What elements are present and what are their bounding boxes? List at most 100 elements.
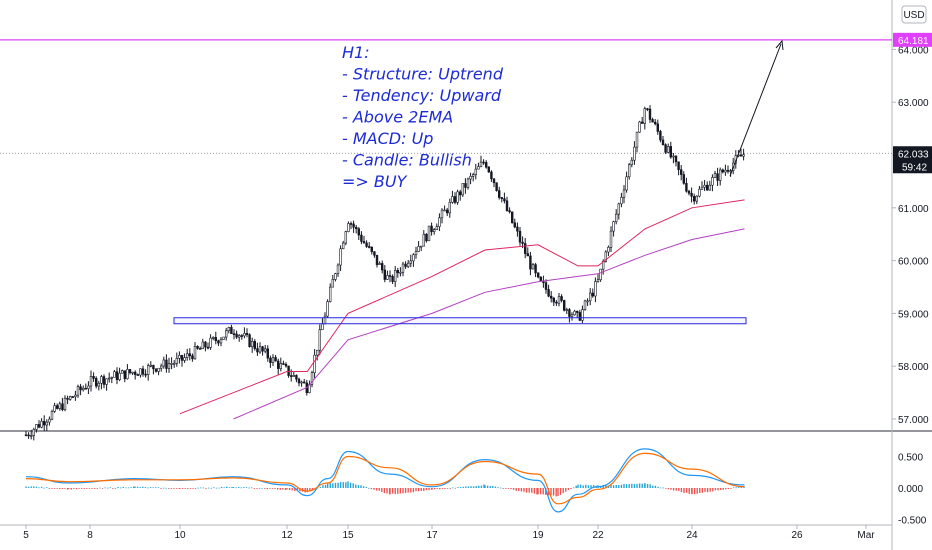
macd-histogram-bar <box>91 488 93 489</box>
macd-histogram-bar <box>520 488 523 492</box>
candle-body <box>705 184 709 191</box>
macd-histogram-bar <box>683 488 685 493</box>
macd-histogram-bar <box>662 487 664 489</box>
macd-histogram-bar <box>483 484 485 488</box>
macd-histogram-bar <box>499 487 502 489</box>
macd-histogram-bar <box>152 487 154 489</box>
candle-body <box>716 173 719 181</box>
candle-body <box>199 348 202 350</box>
macd-histogram-bar <box>235 487 237 489</box>
macd-histogram-bar <box>213 487 215 489</box>
macd-histogram-bar <box>542 488 544 495</box>
candle-body <box>578 312 582 321</box>
candle-body <box>521 241 524 244</box>
candle-body <box>193 346 197 360</box>
candle-body <box>575 310 579 313</box>
candle-body <box>378 263 381 265</box>
macd-histogram-bar <box>125 487 127 489</box>
macd-histogram-bar <box>238 486 240 488</box>
candle-body <box>383 269 386 280</box>
macd-histogram-bar <box>636 483 638 488</box>
candle-body <box>48 418 51 423</box>
macd-histogram-bar <box>646 483 649 488</box>
target-price-tag <box>893 32 932 47</box>
macd-histogram-bar <box>704 488 706 492</box>
candle-body <box>401 263 405 273</box>
macd-histogram-bar <box>423 488 425 492</box>
macd-histogram-bar <box>200 487 202 489</box>
macd-histogram-bar <box>355 484 357 488</box>
macd-histogram-bar <box>428 488 430 491</box>
macd-histogram-bar <box>144 486 147 488</box>
candle-body <box>225 330 228 338</box>
macd-histogram-bar <box>577 484 579 488</box>
macd-histogram-bar <box>282 488 284 490</box>
macd-histogram-bar <box>680 488 683 492</box>
candle-body <box>217 340 220 344</box>
candle-body <box>328 286 332 302</box>
macd-histogram-bar <box>27 486 30 488</box>
candle-body <box>97 382 101 387</box>
candle-body <box>700 186 704 190</box>
macd-histogram-bar <box>258 487 261 489</box>
candle-body <box>295 375 298 380</box>
candle-body <box>380 263 384 271</box>
candle-body <box>435 226 438 230</box>
macd-histogram-bar <box>572 487 575 489</box>
candle-body <box>105 378 108 385</box>
analysis-note-line: => BUY <box>342 172 408 191</box>
candle-body <box>474 168 477 175</box>
candle-body <box>209 337 212 348</box>
macd-histogram-bar <box>365 486 367 488</box>
candle-body <box>477 166 480 170</box>
macd-histogram-bar <box>644 483 646 488</box>
candle-body <box>206 346 210 349</box>
macd-histogram-bar <box>431 488 433 490</box>
candle-body <box>95 378 98 387</box>
macd-histogram-bar <box>284 488 287 491</box>
macd-histogram-bar <box>555 488 557 497</box>
candle-body <box>643 108 647 124</box>
candle-body <box>656 123 660 132</box>
last-price-tag <box>893 146 932 174</box>
candle-body <box>614 213 618 222</box>
analysis-note-line: - Tendency: Upward <box>342 86 502 105</box>
candle-body <box>640 121 644 124</box>
macd-histogram-bar <box>127 487 130 489</box>
candle-body <box>139 368 142 376</box>
candle-body <box>646 108 649 110</box>
currency-badge[interactable] <box>901 5 927 24</box>
analysis-note-line: - Structure: Uptrend <box>342 65 504 84</box>
macd-histogram-bar <box>523 488 525 492</box>
macd-histogram-bar <box>735 487 737 489</box>
candle-body <box>622 189 626 198</box>
macd-histogram-bar <box>304 488 306 493</box>
candle-body <box>279 363 282 369</box>
candle-body <box>134 371 137 375</box>
candle-body <box>495 182 498 191</box>
macd-histogram-bar <box>223 487 225 489</box>
macd-histogram-bar <box>730 488 732 489</box>
macd-histogram-bar <box>444 488 446 489</box>
candle-body <box>664 144 667 153</box>
macd-histogram-bar <box>465 486 467 488</box>
candle-body <box>698 188 701 197</box>
macd-histogram-bar <box>557 488 559 496</box>
macd-histogram-bar <box>394 488 396 494</box>
candle-body <box>29 435 33 437</box>
candle-body <box>53 405 56 412</box>
candle-body <box>679 169 683 175</box>
macd-histogram-bar <box>189 488 192 489</box>
macd-histogram-bar <box>672 488 675 491</box>
macd-histogram-bar <box>587 485 590 488</box>
macd-histogram-bar <box>670 488 672 490</box>
macd-histogram-bar <box>104 487 106 489</box>
candle-body <box>282 363 285 365</box>
macd-histogram-bar <box>612 485 615 488</box>
macd-histogram-bar <box>439 488 441 490</box>
candle-body <box>128 369 132 374</box>
macd-histogram-bar <box>329 483 331 488</box>
candle-body <box>726 169 730 172</box>
